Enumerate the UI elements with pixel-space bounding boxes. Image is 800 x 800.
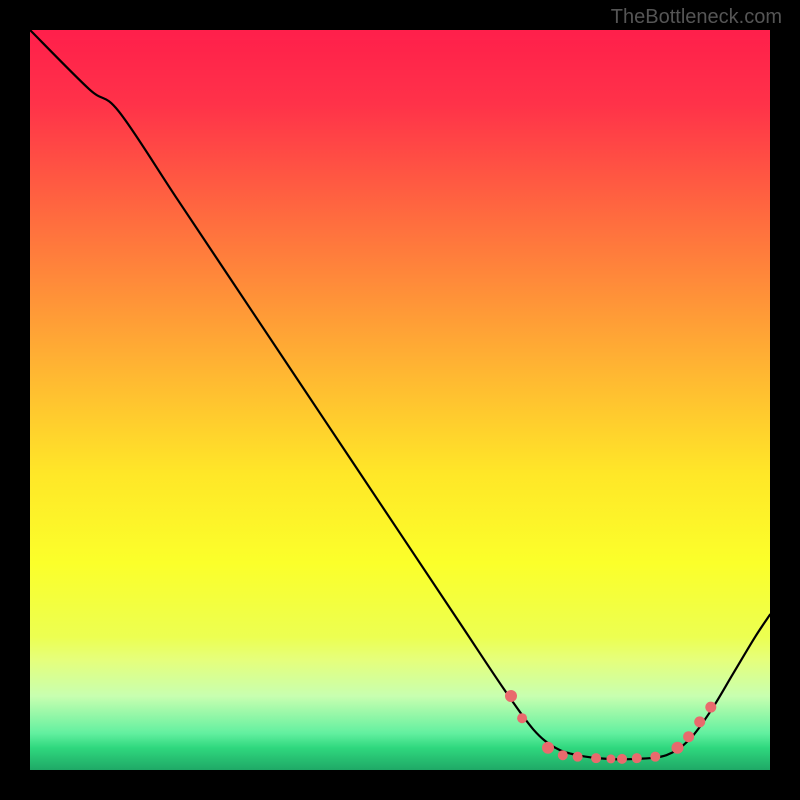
bottleneck-chart <box>30 30 770 770</box>
watermark-text: TheBottleneck.com <box>611 6 782 29</box>
curve-marker <box>650 752 660 762</box>
chart-plot-area <box>30 30 770 770</box>
curve-marker <box>705 702 716 713</box>
curve-marker <box>683 731 694 742</box>
curve-marker <box>505 690 517 702</box>
curve-marker <box>591 753 601 763</box>
curve-marker <box>573 752 583 762</box>
curve-marker <box>517 713 527 723</box>
curve-marker <box>558 750 568 760</box>
curve-marker <box>694 716 705 727</box>
curve-marker <box>617 754 627 764</box>
curve-marker <box>606 754 615 763</box>
chart-background <box>30 30 770 770</box>
curve-marker <box>672 742 684 754</box>
curve-marker <box>542 742 554 754</box>
curve-marker <box>632 753 642 763</box>
